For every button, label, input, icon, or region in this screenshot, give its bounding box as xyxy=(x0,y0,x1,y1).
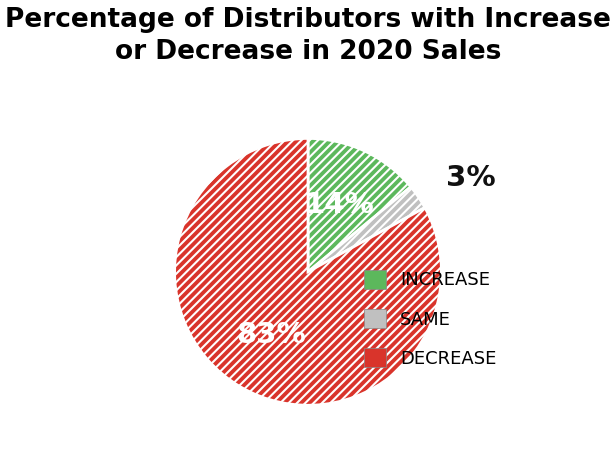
Text: 83%: 83% xyxy=(236,321,306,349)
Legend: INCREASE, SAME, DECREASE: INCREASE, SAME, DECREASE xyxy=(364,270,496,368)
Text: 3%: 3% xyxy=(446,164,496,192)
Wedge shape xyxy=(308,187,425,272)
Title: Percentage of Distributors with Increase
or Decrease in 2020 Sales: Percentage of Distributors with Increase… xyxy=(5,7,611,65)
Text: 14%: 14% xyxy=(304,191,374,219)
Wedge shape xyxy=(308,138,411,272)
Wedge shape xyxy=(174,138,442,405)
